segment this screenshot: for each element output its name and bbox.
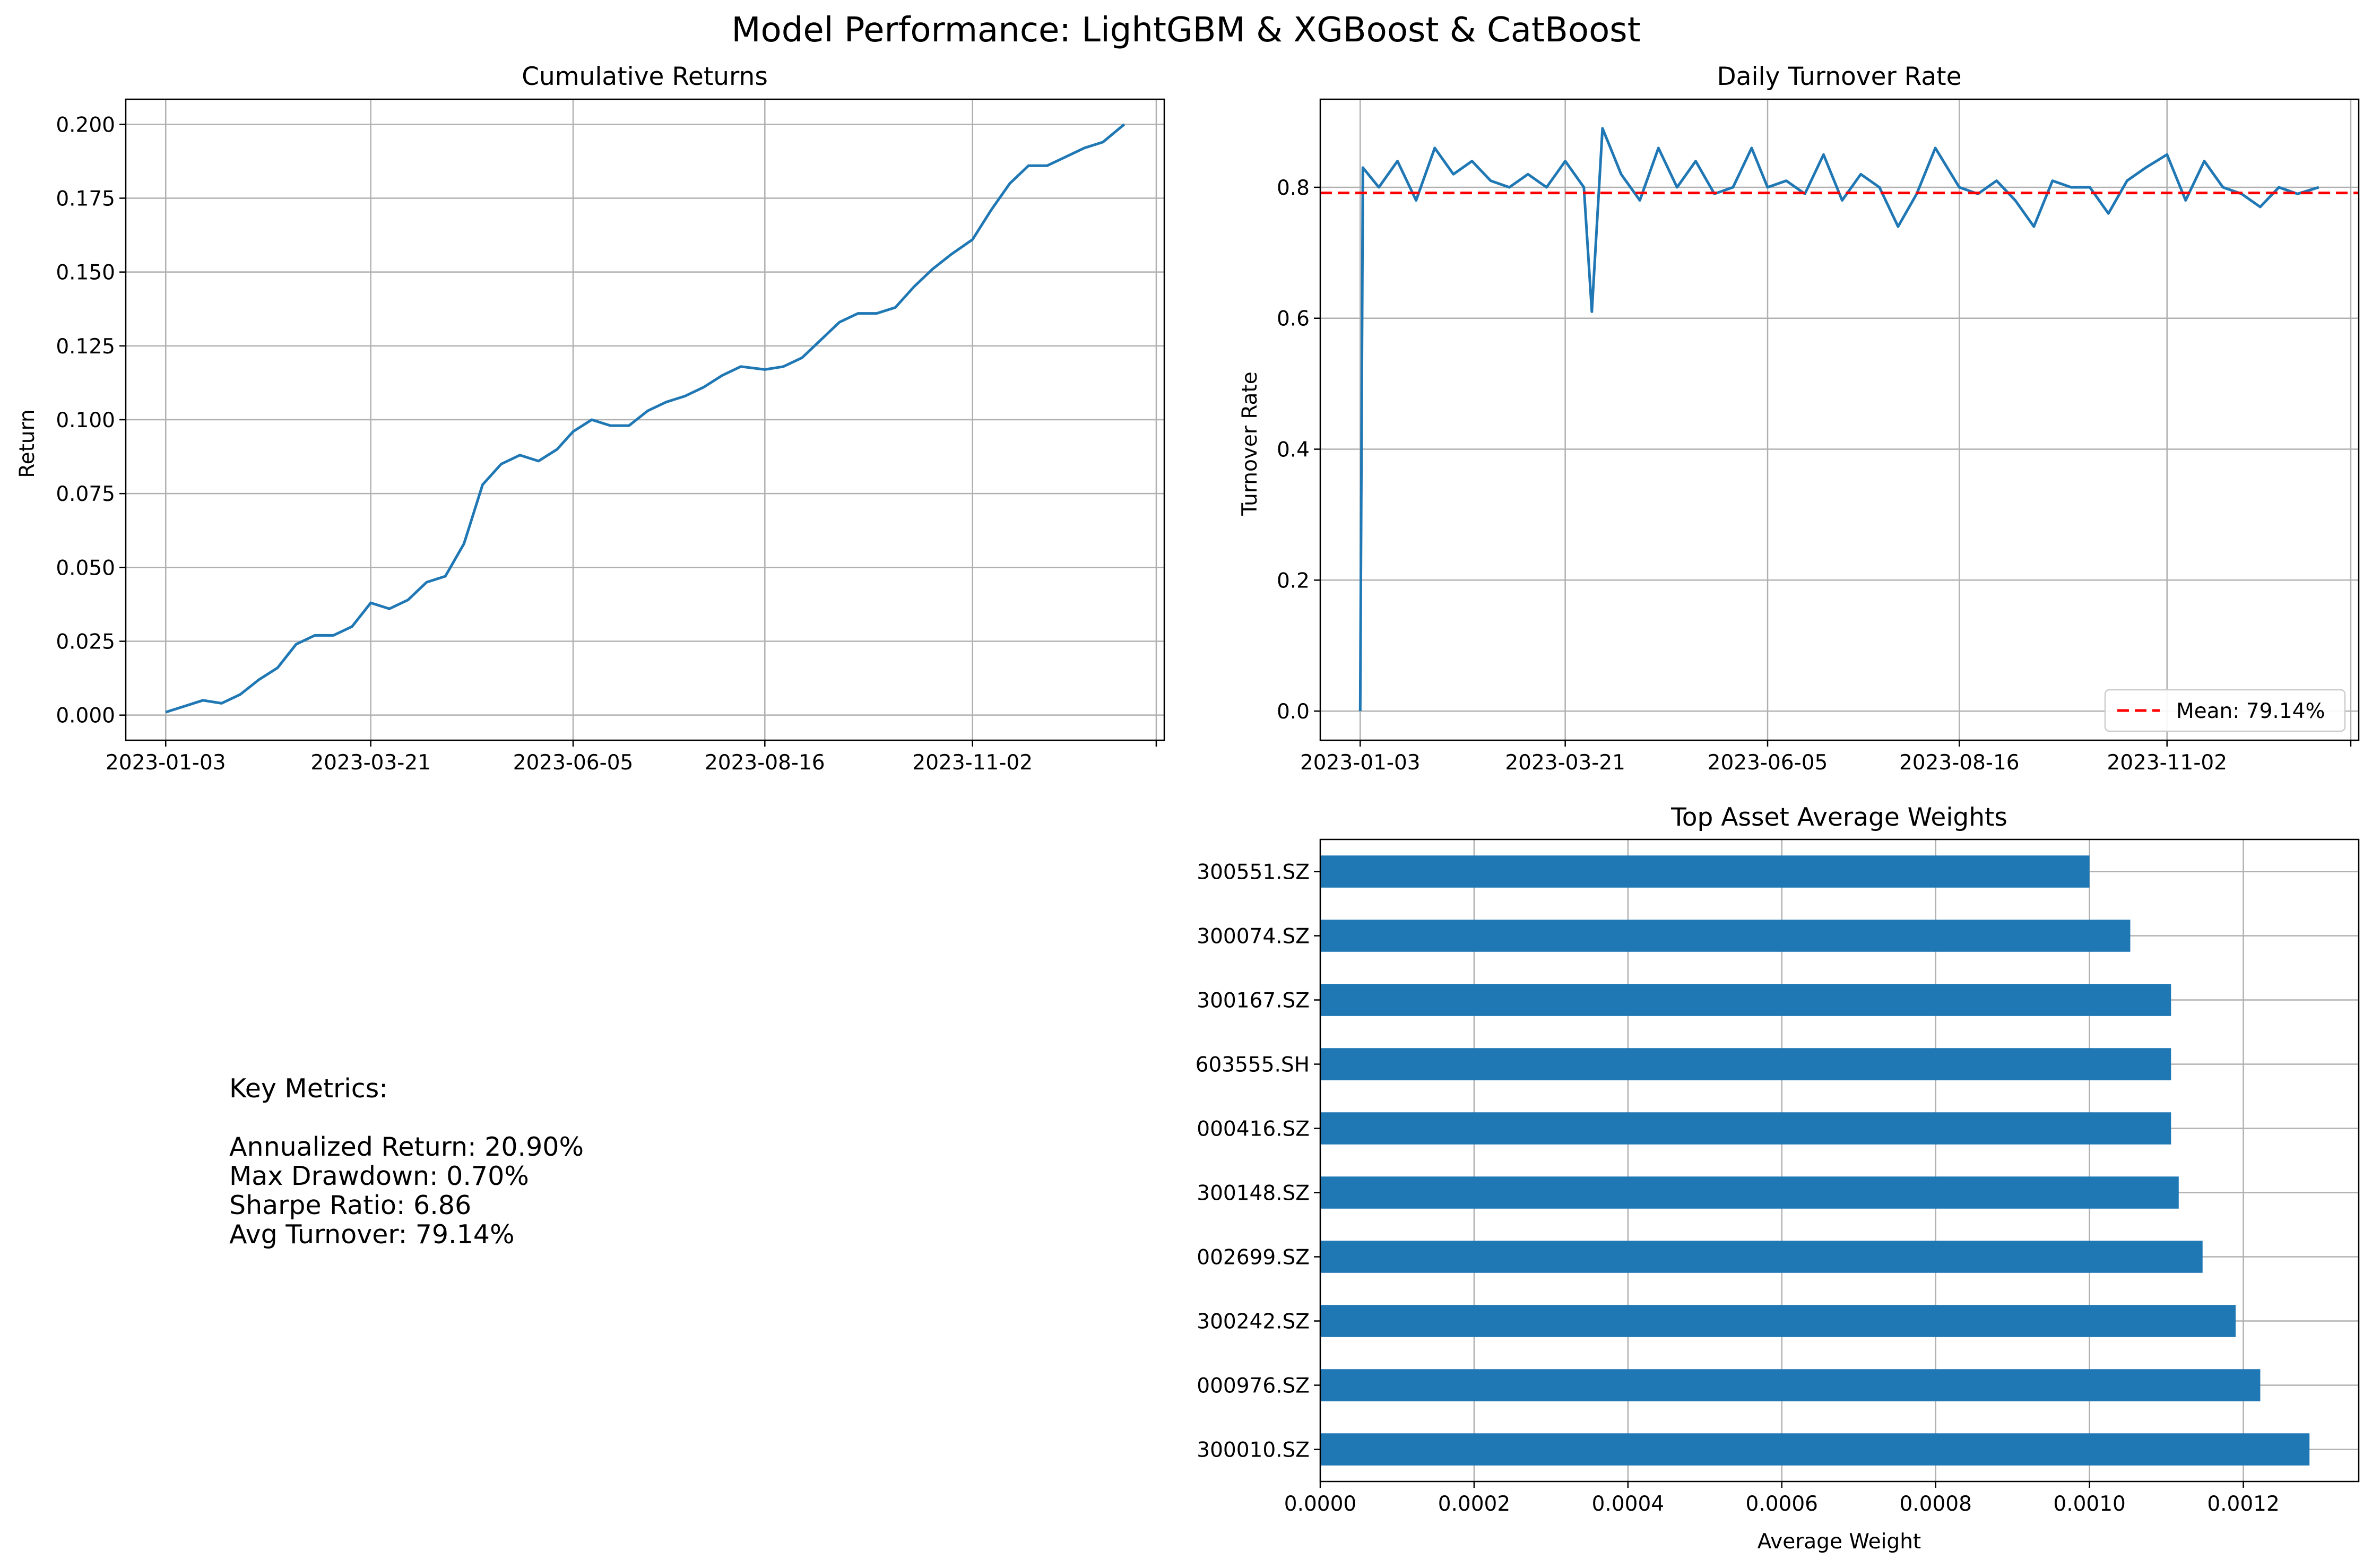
metric-avg-turnover: Avg Turnover: 79.14% [229,1219,515,1250]
weights-xtick-label: 0.0006 [1746,1492,1818,1516]
cumret-ytick-label: 0.050 [56,556,115,580]
cumret-ytick-label: 0.000 [56,704,115,728]
legend-box [2104,689,2346,732]
turnover-xtick-label: 2023-11-02 [2107,751,2227,775]
asset-weights-frame [1319,838,2360,1483]
cumret-ytick-label: 0.125 [56,335,115,359]
weights-xtick-label: 0.0012 [2207,1492,2279,1516]
cumulative-returns-grid [126,99,1164,740]
cumret-xtick-label: 2023-01-03 [106,751,226,775]
turnover-ytick-label: 0.2 [1277,569,1310,593]
cumret-xtick-label: 2023-03-21 [310,751,431,775]
cumret-ytick-label: 0.200 [56,113,115,137]
turnover-ytick-label: 0.4 [1277,438,1310,462]
weight-bar [1320,1112,2171,1145]
weights-category-label: 300167.SZ [1197,989,1310,1013]
metric-max-drawdown: Max Drawdown: 0.70% [229,1161,529,1191]
weights-xtick-label: 0.0010 [2053,1492,2125,1516]
daily-turnover-title: Daily Turnover Rate [1717,62,1961,91]
figure-suptitle: Model Performance: LightGBM & XGBoost & … [731,11,1640,50]
turnover-ytick-label: 0.0 [1277,700,1310,724]
daily-turnover-frame [1319,98,2360,741]
daily-turnover-panel: Daily Turnover Rate Turnover Rate 0.0 0.2… [1238,62,2360,775]
cumret-xtick-label: 2023-06-05 [513,751,634,775]
key-metrics-panel: Key Metrics: Annualized Return: 20.90% M… [229,1073,584,1250]
turnover-xtick-label: 2023-03-21 [1505,751,1625,775]
weights-category-label: 300551.SZ [1197,861,1310,885]
weight-bar [1320,1433,2310,1466]
cumret-ytick-label: 0.100 [56,409,115,432]
cumulative-returns-panel: Cumulative Returns Return 0.000 0.025 0.05… [15,62,1165,775]
asset-weights-xlabel: Average Weight [1758,1530,1921,1554]
asset-weights-panel: Top Asset Average Weights Average Weight… [1196,803,2360,1554]
weight-bar [1320,1241,2203,1273]
weight-bar [1320,1305,2236,1337]
weights-xtick-label: 0.0008 [1899,1492,1971,1516]
turnover-xtick-label: 2023-06-05 [1708,751,1828,775]
cumret-ytick-label: 0.150 [56,261,115,285]
weights-category-label: 002699.SZ [1197,1246,1310,1270]
turnover-xtick-label: 2023-01-03 [1300,751,1421,775]
cumret-xtick-label: 2023-08-16 [705,751,825,775]
weights-category-label: 300010.SZ [1197,1439,1310,1462]
turnover-ytick-label: 0.8 [1277,176,1310,200]
weights-category-label: 300242.SZ [1197,1310,1310,1334]
cumulative-returns-title: Cumulative Returns [522,62,768,91]
weights-category-label: 000416.SZ [1197,1117,1310,1141]
cumret-ytick-label: 0.075 [56,482,115,506]
cumulative-returns-line [165,123,1126,714]
cumret-ytick-label: 0.175 [56,187,115,211]
weight-bar [1320,1369,2261,1401]
turnover-xtick-label: 2023-08-16 [1899,751,2020,775]
weights-category-label: 603555.SH [1196,1053,1310,1077]
key-metrics-heading: Key Metrics: [229,1073,388,1104]
asset-weights-bars [1320,855,2310,1466]
weights-xtick-label: 0.0000 [1284,1492,1356,1516]
weights-category-label: 300074.SZ [1197,925,1310,949]
weight-bar [1320,920,2131,952]
weights-xtick-label: 0.0004 [1592,1492,1664,1516]
asset-weights-title: Top Asset Average Weights [1670,803,2007,832]
daily-turnover-line [1358,127,2319,712]
weight-bar [1320,1176,2179,1209]
asset-weights-ticks: 0.0000 0.0002 0.0004 0.0006 0.0008 0.0010 0.00… [1196,861,2280,1517]
cumulative-returns-ticks: 0.000 0.025 0.050 0.075 0.100 0.125 0.150 0.175… [56,113,1157,775]
weights-category-label: 000976.SZ [1197,1374,1310,1398]
weights-xtick-label: 0.0002 [1438,1492,1510,1516]
daily-turnover-ylabel: Turnover Rate [1238,371,1262,516]
weight-bar [1320,984,2171,1016]
turnover-ytick-label: 0.6 [1277,307,1310,331]
cumret-ytick-label: 0.025 [56,630,115,654]
metric-sharpe-ratio: Sharpe Ratio: 6.86 [229,1190,471,1220]
turnover-legend: Mean: 79.14% [2104,689,2346,732]
daily-turnover-grid [1320,99,2359,740]
metric-annualized-return: Annualized Return: 20.90% [229,1132,584,1162]
legend-mean-label: Mean: 79.14% [2176,699,2325,723]
weights-category-label: 300148.SZ [1197,1182,1310,1206]
cumulative-returns-ylabel: Return [15,409,39,478]
weight-bar [1320,855,2090,888]
weight-bar [1320,1048,2171,1080]
cumulative-returns-frame [125,98,1165,741]
daily-turnover-ticks: 0.0 0.2 0.4 0.6 0.8 2023-01-03 2023-03-21 2023-… [1277,176,2352,775]
cumret-xtick-label: 2023-11-02 [912,751,1033,775]
